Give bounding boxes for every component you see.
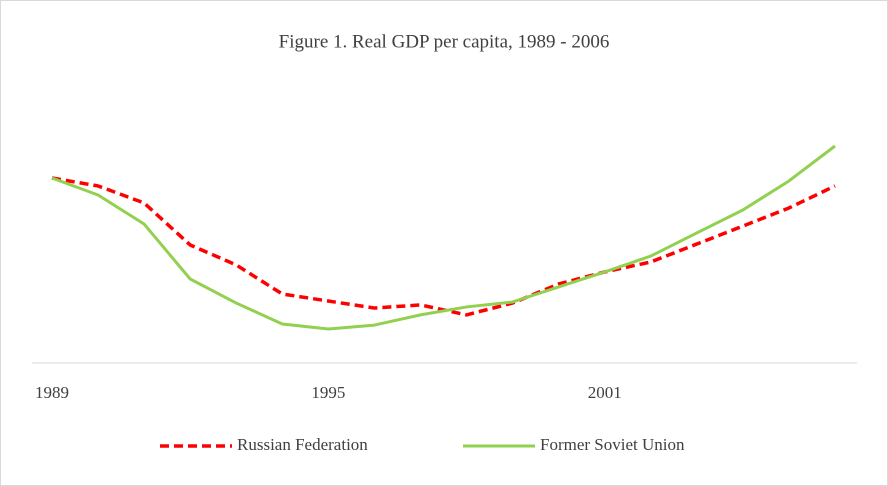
legend-label: Former Soviet Union [540, 435, 685, 454]
legend-label: Russian Federation [237, 435, 368, 454]
x-tick-label: 1989 [35, 383, 69, 402]
x-tick-label: 1995 [311, 383, 345, 402]
chart-title: Figure 1. Real GDP per capita, 1989 - 20… [279, 31, 610, 52]
series-line [51, 144, 836, 331]
x-tick-label: 2001 [588, 383, 622, 402]
